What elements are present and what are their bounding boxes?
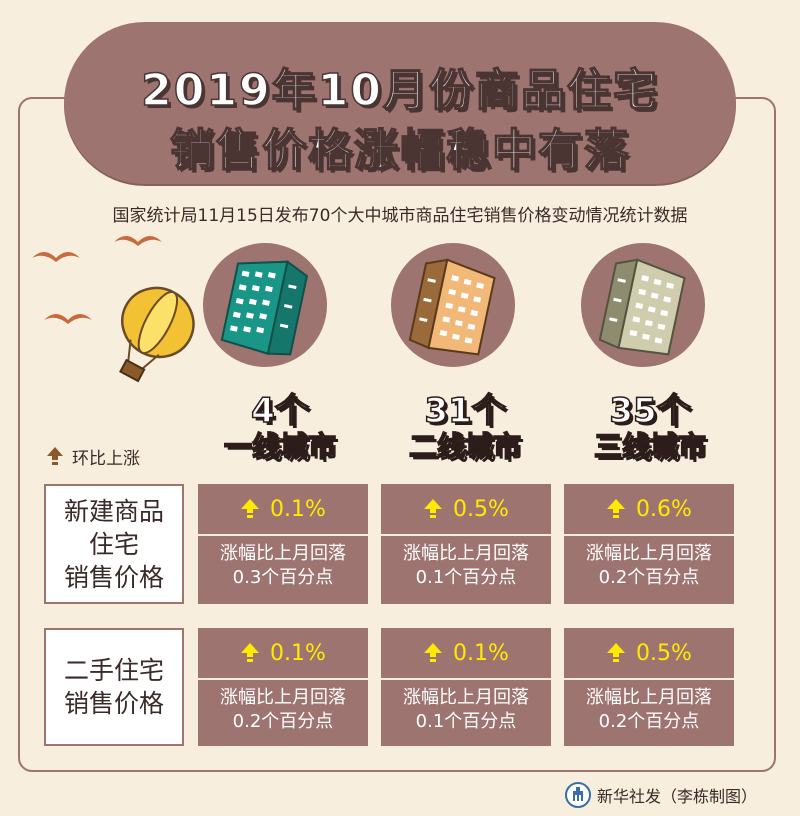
bird-icon <box>32 252 80 262</box>
up-arrow-icon <box>241 643 260 662</box>
row-label-line: 销售价格 <box>63 562 164 592</box>
tier-count: 35个 <box>609 391 692 431</box>
change-note: 0.2个百分点 <box>598 711 700 732</box>
hot-air-balloon-icon <box>119 286 195 383</box>
up-arrow-icon <box>424 643 443 662</box>
change-note: 0.1个百分点 <box>415 711 517 732</box>
legend: 环比上涨 <box>46 444 140 469</box>
tier-label-2: 31个 二线城市 <box>390 391 540 464</box>
tier-name: 二线城市 <box>408 429 522 464</box>
legend-label: 环比上涨 <box>72 448 140 469</box>
change-value: 0.6% <box>636 496 692 522</box>
data-cell: 0.6% 涨幅比上月回落 0.2个百分点 <box>564 484 734 604</box>
row-label-new-homes: 新建商品 住宅 销售价格 <box>44 484 184 604</box>
data-cell: 0.1% 涨幅比上月回落 0.2个百分点 <box>198 628 368 746</box>
bird-icon <box>114 236 162 246</box>
up-arrow-icon <box>607 643 626 662</box>
change-note: 涨幅比上月回落 <box>586 543 712 564</box>
tier-count: 31个 <box>424 391 507 431</box>
subtitle: 国家统计局11月15日发布70个大中城市商品住宅销售价格变动情况统计数据 <box>112 206 688 226</box>
change-note: 0.3个百分点 <box>232 567 334 588</box>
row-label-line: 销售价格 <box>63 689 164 718</box>
title-line-2: 销售价格涨幅稳中有落 <box>169 124 630 177</box>
tier-label-3: 35个 三线城市 <box>575 391 725 464</box>
change-note: 涨幅比上月回落 <box>220 687 346 708</box>
change-value: 0.1% <box>270 496 326 522</box>
up-arrow-icon <box>47 447 63 465</box>
tier-name: 一线城市 <box>223 429 337 464</box>
bird-icon <box>44 314 92 324</box>
change-note: 涨幅比上月回落 <box>403 687 529 708</box>
up-arrow-icon <box>607 499 626 518</box>
building-icon-tier2 <box>391 243 515 367</box>
change-value: 0.1% <box>453 640 509 666</box>
change-value: 0.5% <box>636 640 692 666</box>
data-cell: 0.5% 涨幅比上月回落 0.2个百分点 <box>564 628 734 746</box>
title-line-1: 2019年10月份商品住宅 <box>140 64 659 117</box>
data-cell: 0.1% 涨幅比上月回落 0.1个百分点 <box>381 628 551 746</box>
credit-text: 新华社发（李栋制图） <box>597 787 758 806</box>
tier-count: 4个 <box>250 391 309 431</box>
change-note: 0.2个百分点 <box>598 567 700 588</box>
change-value: 0.1% <box>270 640 326 666</box>
up-arrow-icon <box>424 499 443 518</box>
credit: 新华社发（李栋制图） <box>565 779 757 811</box>
up-arrow-icon <box>241 499 260 518</box>
title-banner: 2019年10月份商品住宅 销售价格涨幅稳中有落 <box>64 22 736 184</box>
change-note: 0.2个百分点 <box>232 711 334 732</box>
row-label-line: 住宅 <box>88 529 139 559</box>
tier-label-1: 4个 一线城市 <box>205 391 355 464</box>
xinhua-logo-icon <box>565 782 591 808</box>
change-note: 0.1个百分点 <box>415 567 517 588</box>
change-note: 涨幅比上月回落 <box>220 543 346 564</box>
building-icon-tier3 <box>581 243 705 367</box>
row-label-second-hand: 二手住宅 销售价格 <box>44 628 184 746</box>
building-icon-tier1 <box>203 243 327 367</box>
change-note: 涨幅比上月回落 <box>403 543 529 564</box>
row-label-line: 新建商品 <box>63 496 164 526</box>
data-cell: 0.1% 涨幅比上月回落 0.3个百分点 <box>198 484 368 604</box>
tier-name: 三线城市 <box>593 429 707 464</box>
change-note: 涨幅比上月回落 <box>586 687 712 708</box>
row-label-line: 二手住宅 <box>63 656 164 685</box>
change-value: 0.5% <box>453 496 509 522</box>
data-cell: 0.5% 涨幅比上月回落 0.1个百分点 <box>381 484 551 604</box>
